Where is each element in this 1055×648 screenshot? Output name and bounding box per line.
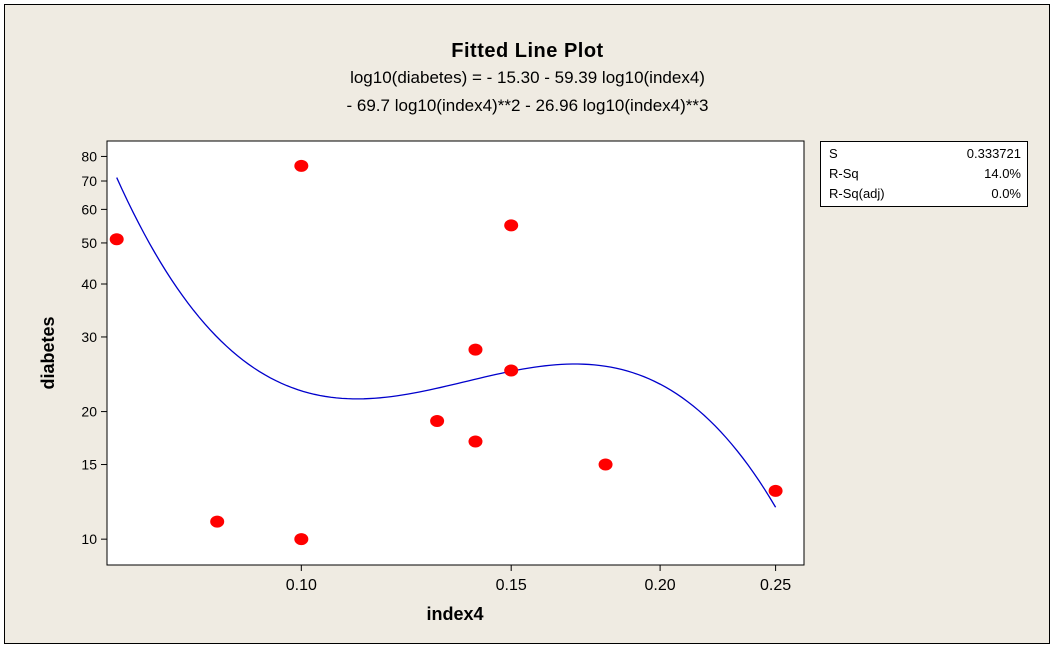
stat-value: 0.333721: [966, 146, 1021, 161]
stat-value: 0.0%: [991, 186, 1021, 201]
fit-layer: [116, 177, 777, 508]
stat-label: S: [829, 146, 838, 161]
data-point: [210, 515, 225, 528]
fit-statistics-box: S 0.333721 R-Sq 14.0% R-Sq(adj) 0.0%: [820, 141, 1028, 207]
regression-equation-line-2: - 69.7 log10(index4)**2 - 26.96 log10(in…: [346, 96, 709, 115]
y-tick-label: 20: [81, 404, 97, 420]
stat-value: 14.0%: [984, 166, 1021, 181]
x-axis-title: index4: [426, 604, 483, 624]
stat-row-s: S 0.333721: [821, 144, 1027, 164]
y-tick-label: 60: [81, 201, 97, 217]
x-tick-label: 0.20: [645, 577, 676, 594]
y-tick-label: 70: [81, 173, 97, 189]
stat-label: R-Sq: [829, 166, 859, 181]
y-tick-label: 10: [81, 531, 97, 547]
y-tick-label: 40: [81, 276, 97, 292]
y-axis-title: diabetes: [38, 316, 58, 389]
plot-area: [106, 140, 805, 566]
points-layer: [109, 159, 783, 546]
y-tick-label: 30: [81, 329, 97, 345]
stat-row-r-sq-adj: R-Sq(adj) 0.0%: [821, 184, 1027, 204]
x-tick-label: 0.10: [286, 577, 317, 594]
stat-label: R-Sq(adj): [829, 186, 885, 201]
data-point: [468, 435, 483, 448]
chart-title: Fitted Line Plot: [451, 40, 604, 62]
data-point: [109, 233, 124, 246]
stat-row-r-sq: R-Sq 14.0%: [821, 164, 1027, 184]
data-point: [768, 484, 783, 497]
data-point: [294, 533, 309, 546]
y-tick-label: 15: [81, 457, 97, 473]
regression-equation-line-1: log10(diabetes) = - 15.30 - 59.39 log10(…: [350, 68, 705, 87]
y-axis: 10 15 20 30 40 50 60 70 80: [81, 148, 107, 547]
data-point: [598, 458, 613, 471]
x-tick-label: 0.25: [760, 577, 791, 594]
y-tick-label: 80: [81, 148, 97, 164]
x-tick-label: 0.15: [496, 577, 527, 594]
data-point: [430, 415, 445, 428]
x-axis: 0.10 0.15 0.20 0.25: [286, 565, 791, 594]
y-tick-label: 50: [81, 235, 97, 251]
data-point: [504, 219, 519, 232]
fitted-regression-line: [116, 177, 777, 508]
data-point: [504, 364, 519, 377]
data-point: [294, 159, 309, 172]
data-point: [468, 343, 483, 356]
